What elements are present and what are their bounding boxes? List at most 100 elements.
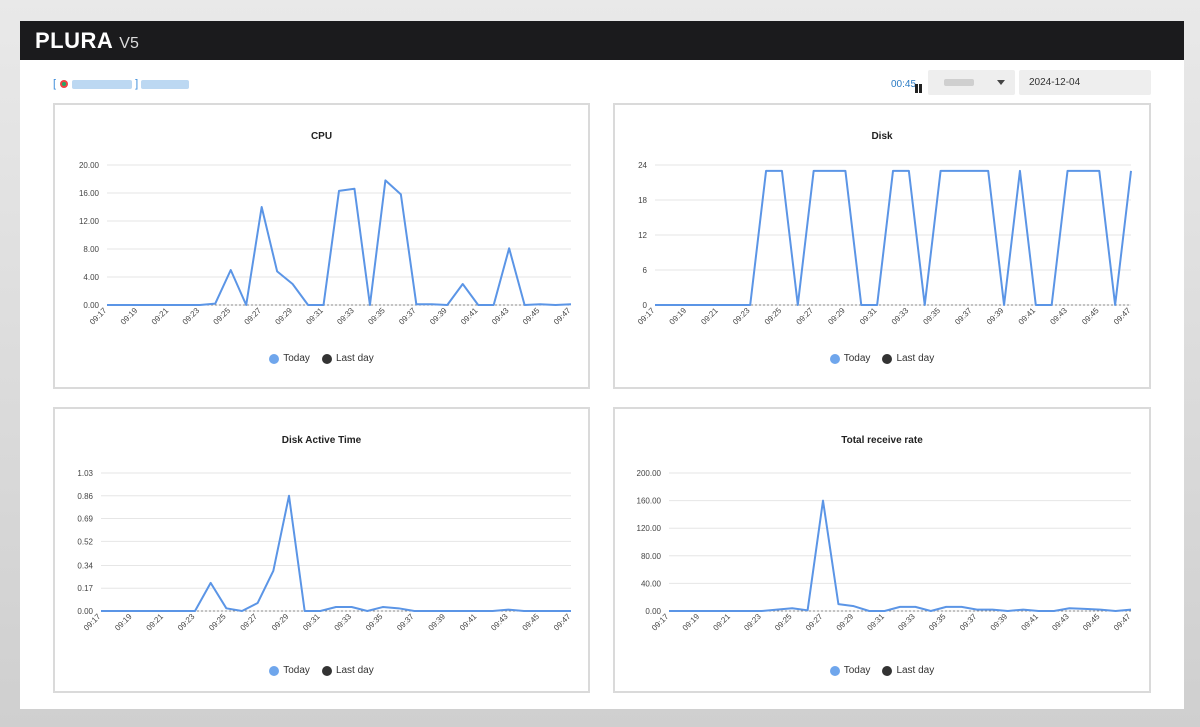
x-tick-label: 09:35 <box>364 612 385 633</box>
x-tick-label: 09:21 <box>699 306 720 327</box>
x-tick-label: 09:33 <box>890 306 911 327</box>
x-tick-label: 09:39 <box>985 306 1006 327</box>
x-tick-label: 09:19 <box>681 612 702 633</box>
y-tick-label: 0.17 <box>77 584 93 593</box>
x-tick-label: 09:31 <box>304 306 325 327</box>
x-tick-label: 09:45 <box>1081 612 1102 633</box>
x-tick-label: 09:41 <box>1017 306 1038 327</box>
x-tick-label: 09:39 <box>989 612 1010 633</box>
x-tick-label: 09:27 <box>239 612 260 633</box>
x-tick-label: 09:45 <box>521 612 542 633</box>
x-tick-label: 09:31 <box>865 612 886 633</box>
x-tick-label: 09:21 <box>150 306 171 327</box>
y-tick-label: 80.00 <box>641 552 662 561</box>
y-tick-label: 160.00 <box>637 497 662 506</box>
chart-legend: Today Last day <box>615 353 1149 364</box>
y-tick-label: 0 <box>643 301 648 310</box>
y-tick-label: 12.00 <box>79 217 100 226</box>
server-name-redacted <box>141 79 190 89</box>
legend-item-today[interactable]: Today <box>269 665 310 676</box>
y-tick-label: 8.00 <box>83 245 99 254</box>
series-today-line[interactable] <box>655 169 1132 306</box>
x-tick-label: 09:35 <box>921 306 942 327</box>
server-icon <box>60 80 69 88</box>
x-tick-label: 09:37 <box>397 306 418 327</box>
chart-legend: Today Last day <box>55 665 588 676</box>
chart-title: CPU <box>310 131 333 142</box>
top-bar: PLURA V5 <box>20 21 1184 60</box>
server-label[interactable]: [ ] <box>53 78 190 90</box>
x-tick-label: 09:35 <box>927 612 948 633</box>
server-select-value-redacted <box>944 79 974 86</box>
server-select[interactable] <box>928 70 1015 95</box>
x-tick-label: 09:21 <box>711 612 732 633</box>
x-tick-label: 09:43 <box>1050 612 1071 633</box>
legend-item-last-day[interactable]: Last day <box>321 353 374 364</box>
y-tick-label: 20.00 <box>79 161 100 170</box>
y-tick-label: 24 <box>638 161 647 170</box>
chart-legend: Today Last day <box>615 665 1149 676</box>
x-tick-label: 09:33 <box>335 306 356 327</box>
y-tick-label: 0.00 <box>645 607 661 616</box>
x-tick-label: 09:17 <box>636 306 657 327</box>
logo[interactable]: PLURA V5 <box>35 28 139 54</box>
x-tick-label: 09:25 <box>212 306 233 327</box>
y-tick-label: 18 <box>638 196 647 205</box>
legend-item-today[interactable]: Today <box>269 353 310 364</box>
chart-panel-total-receive-rate: Total receive rate 0.00 40.00 80.00 120.00 1… <box>613 407 1151 693</box>
x-tick-label: 09:23 <box>181 306 202 327</box>
x-tick-label: 09:35 <box>366 306 387 327</box>
legend-item-today[interactable]: Today <box>829 665 870 676</box>
y-tick-label: 0.86 <box>77 492 93 501</box>
date-picker[interactable]: 2024-12-04 <box>1019 70 1151 95</box>
chart-panel-disk: Disk 0 6 12 18 24 09:17 09:19 09:21 09:23 09:25 09… <box>613 103 1151 389</box>
x-tick-label: 09:43 <box>489 612 510 633</box>
legend-item-last-day[interactable]: Last day <box>882 353 934 364</box>
app-window: PLURA V5 [ ] 00:45 2024-12-04 CPU 0.00 4.… <box>20 21 1184 709</box>
legend-item-last-day[interactable]: Last day <box>882 665 934 676</box>
pause-icon[interactable] <box>915 80 923 93</box>
x-tick-label: 09:29 <box>273 306 294 327</box>
y-tick-label: 0.69 <box>77 515 93 524</box>
x-tick-label: 09:41 <box>458 612 479 633</box>
x-tick-label: 09:39 <box>428 306 449 327</box>
x-tick-label: 09:33 <box>896 612 917 633</box>
x-tick-label: 09:23 <box>176 612 197 633</box>
legend-item-today[interactable]: Today <box>829 353 870 364</box>
version-label: V5 <box>119 34 139 52</box>
x-tick-label: 09:45 <box>1080 306 1101 327</box>
chevron-down-icon <box>997 80 1005 85</box>
y-tick-label: 120.00 <box>637 524 662 533</box>
y-tick-label: 1.03 <box>77 469 93 478</box>
x-tick-label: 09:25 <box>207 612 228 633</box>
x-tick-label: 09:19 <box>668 306 689 327</box>
x-tick-label: 09:21 <box>145 612 166 633</box>
y-tick-label: 0.00 <box>83 301 99 310</box>
chart-title: Total receive rate <box>841 435 923 446</box>
bracket-open: [ <box>53 78 57 90</box>
series-today-line[interactable] <box>107 179 572 306</box>
x-tick-label: 09:29 <box>270 612 291 633</box>
x-tick-label: 09:37 <box>395 612 416 633</box>
chart-title: Disk <box>871 131 893 142</box>
x-tick-label: 09:47 <box>552 612 573 633</box>
y-tick-label: 0.34 <box>77 561 93 570</box>
x-tick-label: 09:43 <box>1048 306 1069 327</box>
series-today-line[interactable] <box>101 494 571 612</box>
legend-item-last-day[interactable]: Last day <box>321 665 374 676</box>
y-tick-label: 0.00 <box>77 607 93 616</box>
series-today-line[interactable] <box>669 499 1132 612</box>
x-tick-label: 09:23 <box>731 306 752 327</box>
x-tick-label: 09:29 <box>835 612 856 633</box>
x-tick-label: 09:41 <box>1019 612 1040 633</box>
y-tick-label: 6 <box>643 266 648 275</box>
x-tick-label: 09:43 <box>490 306 511 327</box>
y-tick-label: 16.00 <box>79 189 100 198</box>
bracket-close: ] <box>135 78 139 90</box>
x-tick-label: 09:31 <box>301 612 322 633</box>
chart-disk: 0 6 12 18 24 09:17 09:19 09:21 09:23 09:25 09:27 09… <box>636 161 1133 327</box>
y-tick-label: 4.00 <box>83 273 99 282</box>
